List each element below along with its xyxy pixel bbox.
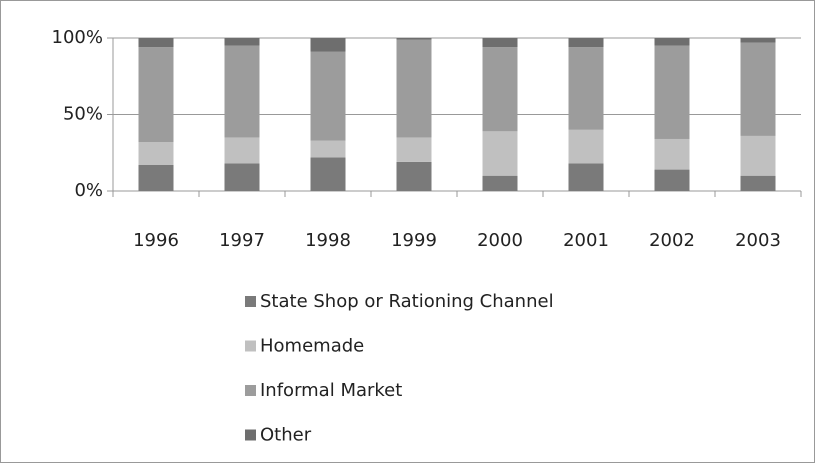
legend-swatch	[245, 385, 256, 396]
bar-segment	[396, 38, 432, 40]
bar-segment	[482, 38, 518, 48]
bar-segment	[396, 39, 432, 138]
bar-segment	[740, 42, 776, 136]
bar-segment	[138, 164, 174, 191]
x-tick-label: 1998	[305, 230, 351, 251]
bar-segment	[310, 140, 346, 158]
bar-segment	[224, 163, 260, 191]
x-tick-label: 1997	[219, 230, 265, 251]
bar-segment	[654, 38, 690, 46]
bar-segment	[310, 38, 346, 52]
bar-segment	[568, 129, 604, 164]
x-tick-label: 1996	[133, 230, 179, 251]
bar-segment	[138, 38, 174, 48]
bar-segment	[224, 137, 260, 164]
bar-segment	[654, 45, 690, 139]
legend-swatch	[245, 429, 256, 441]
x-tick-label: 2000	[477, 230, 523, 251]
bar-segment	[396, 161, 432, 191]
y-tick-label: 100%	[52, 27, 103, 48]
bar-segment	[568, 163, 604, 191]
bar-segment	[654, 138, 690, 170]
bar-segment	[740, 135, 776, 176]
x-tick-label: 1999	[391, 230, 437, 251]
y-tick-label: 0%	[74, 180, 103, 201]
x-tick-label: 2003	[735, 230, 781, 251]
legend-label: Informal Market	[260, 380, 402, 401]
legend-label: State Shop or Rationing Channel	[260, 291, 554, 312]
legend-label: Homemade	[260, 336, 364, 357]
bar-segment	[138, 142, 174, 165]
bar-segment	[740, 38, 776, 43]
bar-segment	[310, 157, 346, 191]
legend-swatch	[245, 340, 256, 352]
bar-segment	[310, 51, 346, 141]
bar-segment	[568, 38, 604, 48]
bar-segment	[740, 175, 776, 191]
legend-label: Other	[260, 425, 312, 446]
y-tick-label: 50%	[63, 104, 103, 125]
legend-swatch	[245, 296, 256, 307]
x-tick-label: 2002	[649, 230, 695, 251]
bar-segment	[482, 131, 518, 176]
bar-segment	[568, 47, 604, 130]
x-tick-label: 2001	[563, 230, 609, 251]
bar-segment	[654, 169, 690, 191]
bar-segment	[224, 38, 260, 46]
bar-segment	[224, 45, 260, 138]
bar-segment	[396, 137, 432, 162]
bar-segment	[138, 47, 174, 143]
bar-segment	[482, 175, 518, 191]
bar-segment	[482, 47, 518, 132]
